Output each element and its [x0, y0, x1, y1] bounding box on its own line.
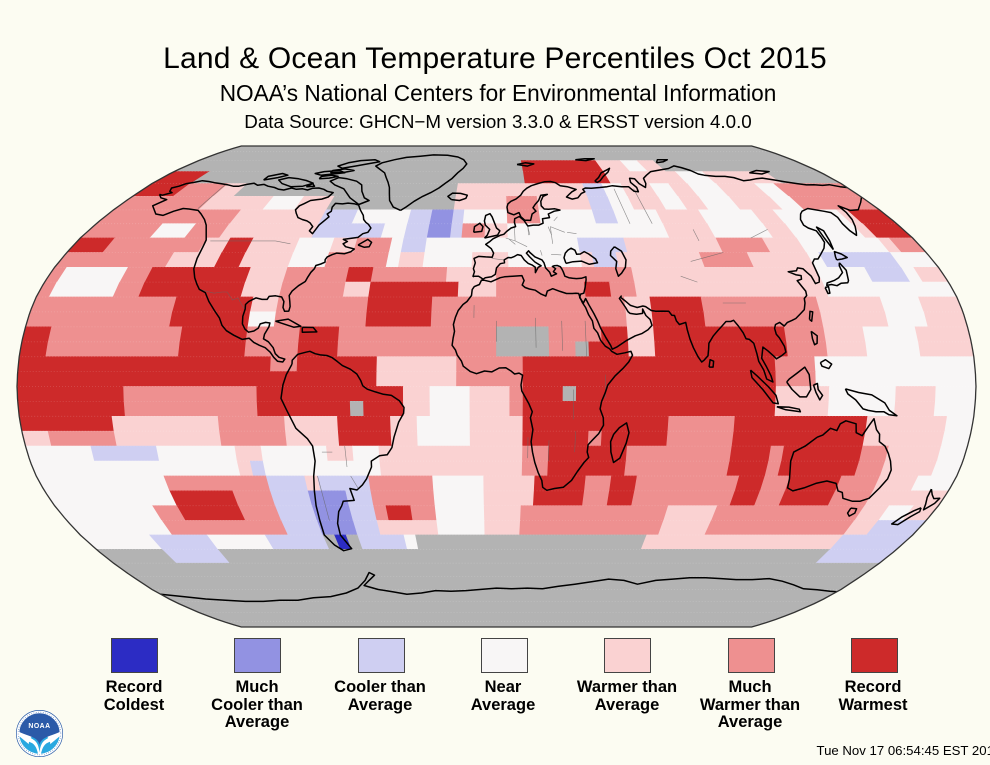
svg-text:NOAA: NOAA — [28, 723, 50, 730]
